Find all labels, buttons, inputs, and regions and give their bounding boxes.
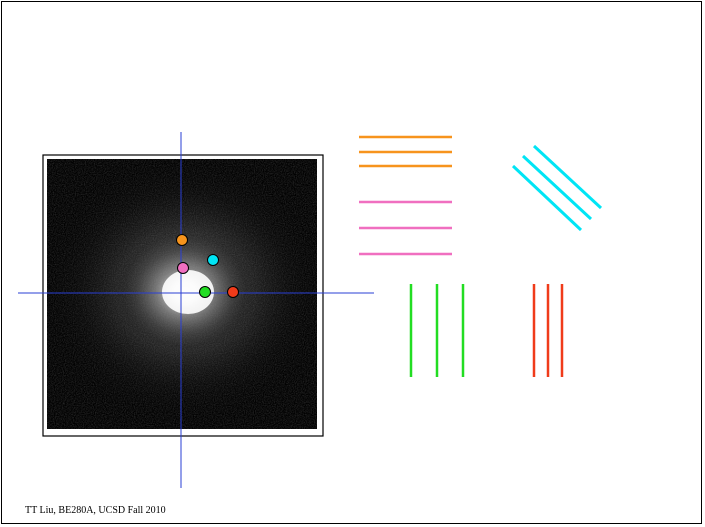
kspace-dc-peak <box>162 270 214 314</box>
footer-credit: TT Liu, BE280A, UCSD Fall 2010 <box>25 505 166 516</box>
orange-point <box>176 234 188 246</box>
cyan-stripe <box>521 154 593 221</box>
cyan-grating <box>511 144 603 232</box>
pink-point <box>177 262 189 274</box>
cyan-point <box>207 254 219 266</box>
red-point <box>227 286 239 298</box>
green-grating <box>409 284 465 377</box>
pink-grating <box>359 200 452 256</box>
cyan-stripe <box>532 144 603 210</box>
kspace-image <box>42 154 324 437</box>
red-grating <box>532 284 564 377</box>
green-point <box>199 286 211 298</box>
cyan-stripe <box>511 164 583 232</box>
orange-grating <box>359 135 452 168</box>
